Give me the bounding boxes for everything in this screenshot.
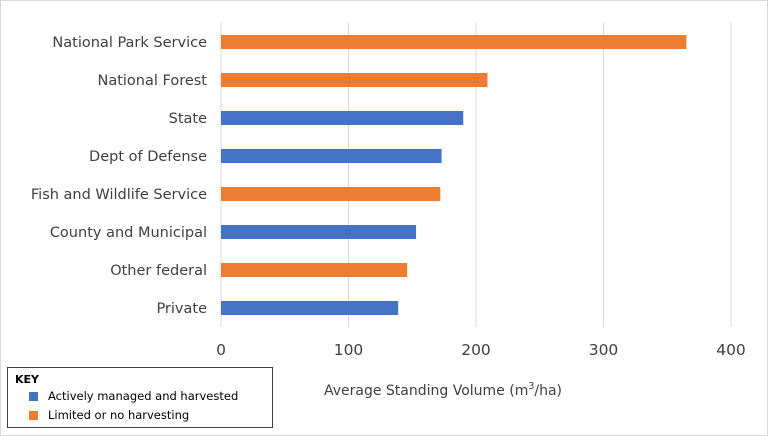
category-label: County and Municipal <box>50 225 207 241</box>
bar-other-federal <box>221 263 408 277</box>
bar-dept-of-defense <box>221 149 442 163</box>
legend-title: KEY <box>15 373 40 386</box>
x-tick-labels: 0 100 200 300 400 <box>216 341 746 359</box>
x-tick-label: 300 <box>589 341 619 359</box>
legend-box: KEY Actively managed and harvested Limit… <box>7 367 273 428</box>
bar-county-and-municipal <box>221 225 417 239</box>
bar-state <box>221 111 464 125</box>
category-label: State <box>169 111 207 127</box>
category-label: Other federal <box>110 263 207 279</box>
category-label: National Park Service <box>52 35 207 51</box>
legend-swatch-managed <box>29 391 38 401</box>
x-axis-title-prefix: Average Standing Volume (m <box>324 383 528 399</box>
bar-national-park-service <box>221 35 687 49</box>
category-labels: National Park Service National Forest Stat… <box>31 35 207 317</box>
category-label: Dept of Defense <box>89 149 207 165</box>
bars <box>221 35 687 315</box>
x-tick-label: 400 <box>716 341 746 359</box>
legend-item-limited: Limited or no harvesting <box>29 408 189 422</box>
x-axis-title: Average Standing Volume (m3/ha) <box>324 381 562 399</box>
x-axis-title-suffix: /ha) <box>534 383 562 399</box>
x-tick-label: 200 <box>461 341 491 359</box>
x-tick-label: 100 <box>334 341 364 359</box>
bar-private <box>221 301 399 315</box>
legend-label-managed: Actively managed and harvested <box>48 389 239 403</box>
category-label: National Forest <box>97 73 207 89</box>
legend-swatch-limited <box>29 410 38 420</box>
category-label: Fish and Wildlife Service <box>31 187 207 203</box>
bar-national-forest <box>221 73 488 87</box>
gridlines <box>220 23 732 327</box>
legend-label-limited: Limited or no harvesting <box>48 408 190 422</box>
x-tick-label: 0 <box>216 341 226 359</box>
legend-item-managed: Actively managed and harvested <box>29 389 238 403</box>
bar-fish-and-wildlife-service <box>221 187 441 201</box>
category-label: Private <box>156 301 207 317</box>
x-axis-title-superscript: 3 <box>528 381 534 392</box>
